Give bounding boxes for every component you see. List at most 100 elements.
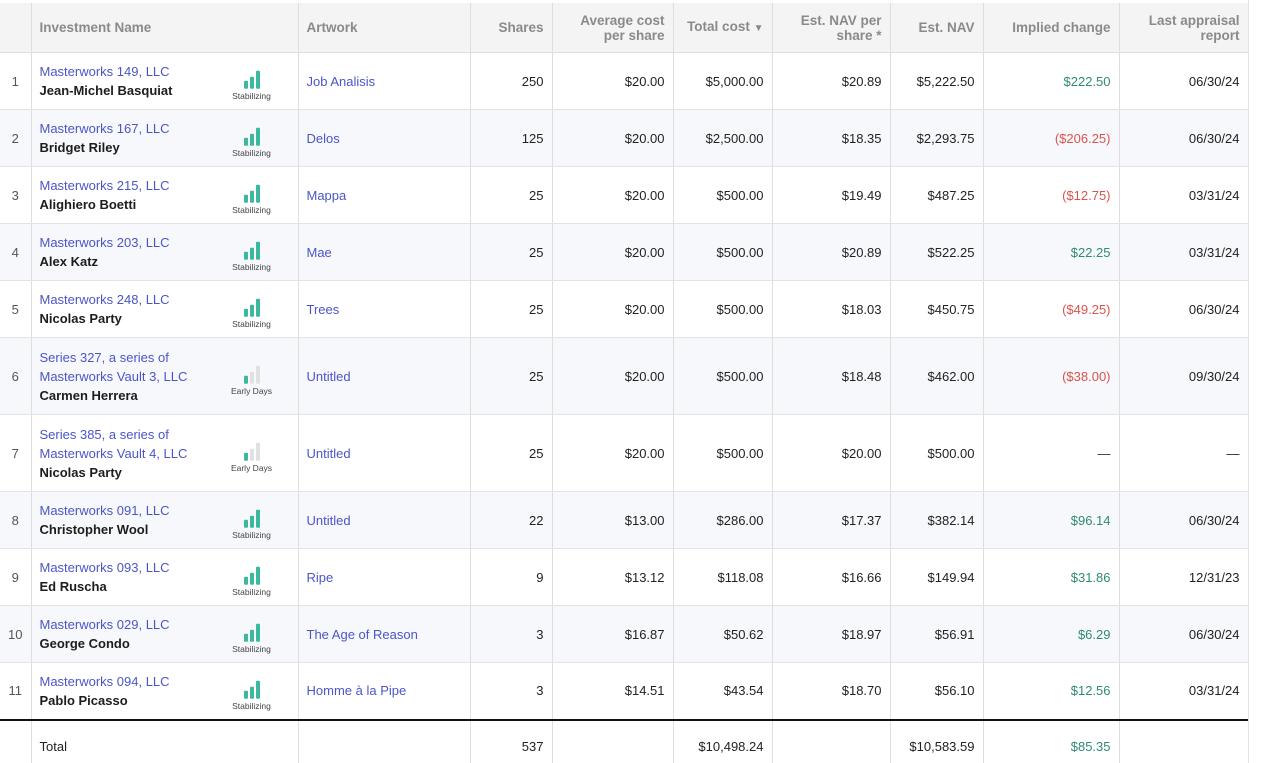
total-implied-change: $85.35 <box>983 718 1120 763</box>
investment-entity-link[interactable]: Masterworks 094, LLC <box>39 673 170 689</box>
total-cost-cell: $2,500.00 <box>673 109 773 167</box>
artwork-link[interactable]: Homme à la Pipe <box>306 683 407 699</box>
stage-label: Stabilizing <box>232 318 271 329</box>
est-nav-cell: $450.75 <box>890 280 984 338</box>
artwork-cell: Untitled <box>298 414 471 492</box>
row-number: 7 <box>0 414 32 492</box>
progress-bar-segment <box>243 576 248 585</box>
column-header-total-cost[interactable]: Total cost ▼ <box>673 3 773 53</box>
artwork-link[interactable]: Mae <box>306 244 332 260</box>
avg-cost-cell: $13.12 <box>552 548 674 606</box>
nav-per-share-cell: $18.35 <box>772 109 891 167</box>
shares-cell: 3 <box>470 605 553 663</box>
stage-label: Stabilizing <box>232 700 271 711</box>
column-header-number <box>0 3 32 53</box>
last-appraisal-cell: 09/30/24 <box>1119 337 1248 415</box>
investment-entity-link[interactable]: Series 327, a series of Masterworks Vaul… <box>39 349 188 384</box>
artwork-link[interactable]: Job Analisis <box>306 73 376 89</box>
artwork-link[interactable]: Trees <box>306 301 340 317</box>
progress-bar-segment <box>243 452 248 461</box>
progress-bar-segment <box>249 448 254 461</box>
implied-change-cell: ($38.00) <box>983 337 1120 415</box>
total-cost-cell: $43.54 <box>673 662 773 720</box>
artwork-link[interactable]: Untitled <box>306 445 351 461</box>
artwork-cell: Mae <box>298 223 471 281</box>
stage-indicator: Stabilizing <box>230 241 274 272</box>
stage-indicator: Stabilizing <box>230 127 274 158</box>
artwork-link[interactable]: Delos <box>306 130 340 146</box>
column-header-last-appraisal[interactable]: Last appraisal report <box>1119 3 1248 53</box>
progress-bar-segment <box>243 137 248 146</box>
artist-name: Alighiero Boetti <box>39 197 137 212</box>
progress-bar-segment <box>255 680 260 699</box>
nav-per-share-cell: $18.03 <box>772 280 891 338</box>
stage-label: Early Days <box>230 385 273 396</box>
artwork-link[interactable]: Mappa <box>306 187 347 203</box>
investment-entity-link[interactable]: Masterworks 029, LLC <box>39 617 170 632</box>
row-number: 2 <box>0 109 32 167</box>
investment-entity-link[interactable]: Masterworks 093, LLC <box>39 560 170 575</box>
last-appraisal-cell: 06/30/24 <box>1119 605 1248 663</box>
shares-cell: 25 <box>470 280 553 338</box>
progress-bar-segment <box>249 629 254 642</box>
column-header-est-nav-per-share[interactable]: Est. NAV per share * <box>772 3 891 53</box>
investment-entity-link[interactable]: Masterworks 203, LLC <box>39 235 170 250</box>
artist-name: Jean-Michel Basquiat <box>39 83 173 98</box>
artist-name: Carmen Herrera <box>39 387 138 403</box>
progress-bar-segment <box>255 623 260 642</box>
table-row[interactable]: 9 Masterworks 093, LLC Ed Ruscha Stabilizin… <box>0 548 1248 606</box>
investment-entity-link[interactable]: Masterworks 215, LLC <box>39 178 170 193</box>
stage-label: Stabilizing <box>232 261 271 272</box>
total-cost-cell: $500.00 <box>673 337 773 415</box>
table-row[interactable]: 5 Masterworks 248, LLC Nicolas Party Stabil… <box>0 280 1248 338</box>
investment-entity-link[interactable]: Series 385, a series of Masterworks Vaul… <box>39 426 188 461</box>
table-row[interactable]: 8 Masterworks 091, LLC Christopher Wool Sta… <box>0 491 1248 549</box>
investment-entity-link[interactable]: Masterworks 167, LLC <box>39 121 170 136</box>
investment-name-cell: Masterworks 203, LLC Alex Katz Stabilizing <box>31 223 299 281</box>
stage-indicator: Stabilizing <box>230 623 274 654</box>
avg-cost-cell: $20.00 <box>552 223 674 281</box>
artwork-cell: The Age of Reason <box>298 605 471 663</box>
stage-indicator: Stabilizing <box>230 680 274 711</box>
artist-name: Nicolas Party <box>39 311 122 326</box>
artwork-link[interactable]: Untitled <box>306 368 351 384</box>
column-header-avg-cost[interactable]: Average cost per share <box>552 3 674 53</box>
artist-name: Pablo Picasso <box>39 692 128 708</box>
progress-bar-segment <box>255 442 260 461</box>
investment-entity-link[interactable]: Masterworks 248, LLC <box>39 292 170 307</box>
table-row[interactable]: 11 Masterworks 094, LLC Pablo Picasso Stabi… <box>0 662 1248 720</box>
table-row[interactable]: 10 Masterworks 029, LLC George Condo Stabil… <box>0 605 1248 663</box>
column-header-est-nav[interactable]: Est. NAV <box>890 3 984 53</box>
table-row[interactable]: 1 Masterworks 149, LLC Jean-Michel Basquia… <box>0 52 1248 110</box>
artwork-link[interactable]: Untitled <box>306 512 351 528</box>
stage-bars-icon <box>230 184 274 203</box>
column-header-shares[interactable]: Shares <box>470 3 553 53</box>
stage-label: Stabilizing <box>232 90 271 101</box>
investment-entity-link[interactable]: Masterworks 149, LLC <box>39 64 170 79</box>
nav-per-share-cell: $16.66 <box>772 548 891 606</box>
table-row[interactable]: 2 Masterworks 167, LLC Bridget Riley Stabil… <box>0 109 1248 167</box>
table-header-row: Investment Name Artwork Shares Average c… <box>0 3 1248 53</box>
artist-name: Nicolas Party <box>39 464 122 480</box>
table-row[interactable]: 7 Series 385, a series of Masterworks Vau… <box>0 414 1248 492</box>
column-header-investment-name[interactable]: Investment Name <box>31 3 299 53</box>
investment-name-cell: Series 385, a series of Masterworks Vaul… <box>31 414 299 492</box>
investment-entity-link[interactable]: Masterworks 091, LLC <box>39 503 170 518</box>
column-header-implied-change[interactable]: Implied change <box>983 3 1120 53</box>
table-row[interactable]: 6 Series 327, a series of Masterworks Vau… <box>0 337 1248 415</box>
last-appraisal-cell: 03/31/24 <box>1119 166 1248 224</box>
artwork-link[interactable]: Ripe <box>306 569 334 585</box>
table-row[interactable]: 3 Masterworks 215, LLC Alighiero Boetti Sta… <box>0 166 1248 224</box>
artwork-link[interactable]: The Age of Reason <box>306 626 418 642</box>
column-header-artwork[interactable]: Artwork <box>298 3 471 53</box>
progress-bar-segment <box>255 298 260 317</box>
progress-bar-segment <box>243 519 248 528</box>
est-nav-cell: $487.25 <box>890 166 984 224</box>
investment-name-cell: Masterworks 093, LLC Ed Ruscha Stabilizing <box>31 548 299 606</box>
implied-change-cell: ($49.25) <box>983 280 1120 338</box>
avg-cost-cell: $20.00 <box>552 52 674 110</box>
table-row[interactable]: 4 Masterworks 203, LLC Alex Katz Stabilizin… <box>0 223 1248 281</box>
progress-bar-segment <box>243 194 248 203</box>
progress-bar-segment <box>255 127 260 146</box>
